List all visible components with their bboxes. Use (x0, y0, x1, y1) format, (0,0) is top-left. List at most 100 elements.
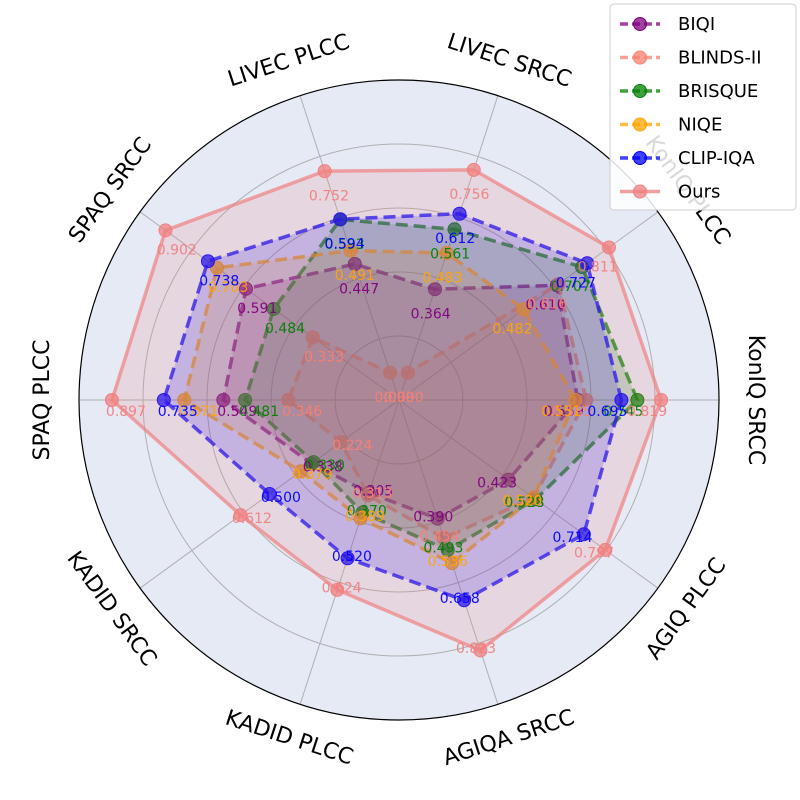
data-point (343, 243, 358, 258)
data-label: 0.493 (423, 541, 463, 557)
data-label: 0.536 (428, 554, 468, 570)
data-point (293, 464, 308, 479)
data-point (614, 393, 629, 407)
data-point (104, 393, 119, 407)
data-point (576, 527, 591, 542)
legend-entry: CLIP-IQA (678, 148, 755, 169)
data-label: 0.902 (157, 243, 197, 259)
data-label: 0.528 (504, 495, 544, 511)
data-label: 0.735 (158, 404, 198, 420)
series-fill (288, 284, 587, 539)
legend-entry: NIQE (678, 115, 722, 136)
data-point (200, 254, 215, 269)
data-label: 0.591 (237, 301, 277, 317)
data-label: 0.585 (552, 404, 592, 420)
data-label: 0.370 (347, 503, 387, 519)
axis-label: LIVEC SRCC (444, 29, 574, 93)
data-point (452, 206, 467, 221)
legend: BIQI BLINDS-II BRISQUE NIQE CLIP-IQA Ours (609, 3, 797, 211)
data-label: 0.695 (587, 404, 627, 420)
data-label: 0.333 (304, 350, 344, 366)
data-label: 0.520 (332, 549, 372, 565)
axis-label: LIVEC PLCC (225, 30, 353, 93)
data-point (238, 393, 253, 407)
data-point (430, 511, 445, 526)
data-label: 0.481 (239, 404, 279, 420)
data-point (439, 246, 454, 261)
axis-label: KonIQ SRCC (743, 335, 768, 465)
value-labels: 0.559 0.610 0.364 0.447 0.591 0.549 0.338 0.305… (106, 187, 667, 657)
data-point (305, 330, 320, 345)
legend-swatch-marker (633, 117, 647, 132)
data-label: 0.313 (352, 486, 392, 502)
data-label: 0.346 (282, 404, 322, 420)
data-point (427, 282, 442, 297)
data-point (340, 551, 355, 566)
data-label: 0.454 (420, 529, 460, 545)
data-label: 0.561 (430, 247, 470, 263)
data-label: 0.549 (217, 404, 257, 420)
data-label: 0.745 (603, 404, 643, 420)
data-point (400, 365, 415, 380)
data-point (440, 543, 455, 558)
data-point (516, 302, 531, 317)
axis-label: KADID PLCC (222, 706, 356, 771)
legend-swatch-marker (633, 151, 647, 165)
data-point (330, 582, 345, 597)
data-label: 0.897 (106, 404, 146, 420)
data-label: 0.520 (502, 494, 542, 510)
data-label: 0.379 (292, 467, 332, 483)
data-point (156, 393, 171, 407)
data-label: 0.090 (374, 390, 414, 406)
data-point (383, 365, 398, 380)
legend-swatch-marker (633, 84, 647, 98)
data-label: 0.551 (541, 404, 581, 420)
data-point (568, 393, 583, 407)
data-label: 0.612 (435, 231, 475, 247)
data-point (580, 256, 595, 271)
legend-swatch-marker (633, 184, 647, 199)
data-point (177, 393, 192, 407)
data-label: 0.727 (556, 275, 596, 291)
legend-swatch-marker (633, 50, 647, 65)
data-point (158, 223, 173, 238)
data-point (501, 472, 516, 487)
data-label: 0.624 (322, 581, 362, 597)
axis-label: AGIQA SRCC (440, 705, 577, 771)
data-label: 0.738 (199, 273, 239, 289)
data-point (551, 277, 566, 292)
data-label: 0.616 (527, 296, 567, 312)
data-label: 0.090 (384, 390, 424, 406)
data-label: 0.482 (492, 322, 532, 338)
data-label: 0.484 (265, 321, 305, 337)
data-label: 0.390 (413, 509, 453, 525)
data-label: 0.364 (411, 307, 451, 323)
data-point (216, 393, 231, 407)
data-label: 0.224 (332, 438, 372, 454)
data-point (601, 240, 616, 255)
data-label: 0.338 (303, 459, 343, 475)
data-point (317, 164, 332, 179)
data-label: 0.707 (551, 279, 591, 295)
series-fill (184, 250, 576, 564)
data-point (306, 455, 321, 470)
data-point (466, 162, 481, 177)
data-label: 0.593 (325, 237, 365, 253)
data-point (347, 256, 362, 271)
data-label: 0.559 (544, 404, 584, 420)
series-group (104, 162, 669, 658)
legend-swatch-marker (633, 17, 647, 31)
data-label: 0.305 (353, 484, 393, 500)
data-label: 0.612 (232, 511, 272, 527)
legend-entry: BIQI (678, 14, 715, 35)
data-label: 0.811 (578, 260, 618, 276)
data-label: 0.610 (526, 297, 566, 313)
data-label: 0.658 (440, 591, 480, 607)
data-point (238, 281, 253, 296)
series-fill (223, 264, 578, 519)
data-label: 0.819 (627, 404, 667, 420)
data-label: 0.500 (261, 490, 301, 506)
legend-entry: BLINDS-II (678, 48, 762, 69)
data-point (353, 511, 368, 526)
